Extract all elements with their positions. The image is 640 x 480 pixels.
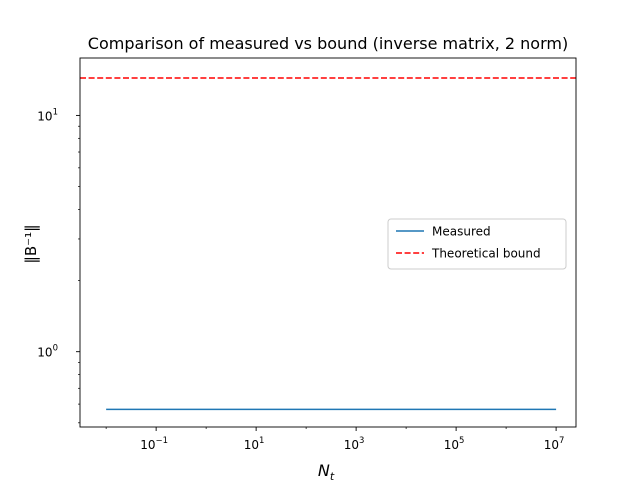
x-tick-label-base: 10 [444,438,459,452]
x-tick-label-exponent: −1 [156,436,169,446]
chart-title: Comparison of measured vs bound (inverse… [88,34,568,53]
x-tick-label: 103 [344,436,365,452]
x-tick-label-exponent: 1 [259,436,264,446]
x-axis-label: Nt [318,461,335,480]
x-tick-label-exponent: 7 [559,436,564,446]
y-tick-label-exponent: 1 [53,107,58,117]
y-tick-label: 100 [37,344,58,360]
y-axis-label: ‖B⁻¹‖ [22,224,40,263]
x-tick-label-base: 10 [244,438,259,452]
x-tick-label: 105 [444,436,465,452]
x-axis-label-main: N [318,461,330,480]
legend: Measured Theoretical bound [387,218,567,270]
x-tick-label-base: 10 [140,438,155,452]
x-tick-label-base: 10 [544,438,559,452]
x-tick-label: 101 [244,436,265,452]
x-tick-label-base: 10 [344,438,359,452]
y-tick-label-exponent: 0 [53,344,58,354]
x-axis-label-subscript: t [330,470,335,480]
y-tick-label-base: 10 [37,109,52,123]
legend-label-0: Measured [432,225,491,239]
x-tick-label-exponent: 3 [359,436,364,446]
legend-box [387,218,567,270]
axes-frame [79,57,577,428]
legend-label-1: Theoretical bound [431,247,541,261]
y-tick-label: 101 [37,107,58,123]
y-tick-label-base: 10 [37,346,52,360]
x-tick-label: 10−1 [140,436,168,452]
x-tick-label-exponent: 5 [459,436,464,446]
x-tick-label: 107 [544,436,565,452]
